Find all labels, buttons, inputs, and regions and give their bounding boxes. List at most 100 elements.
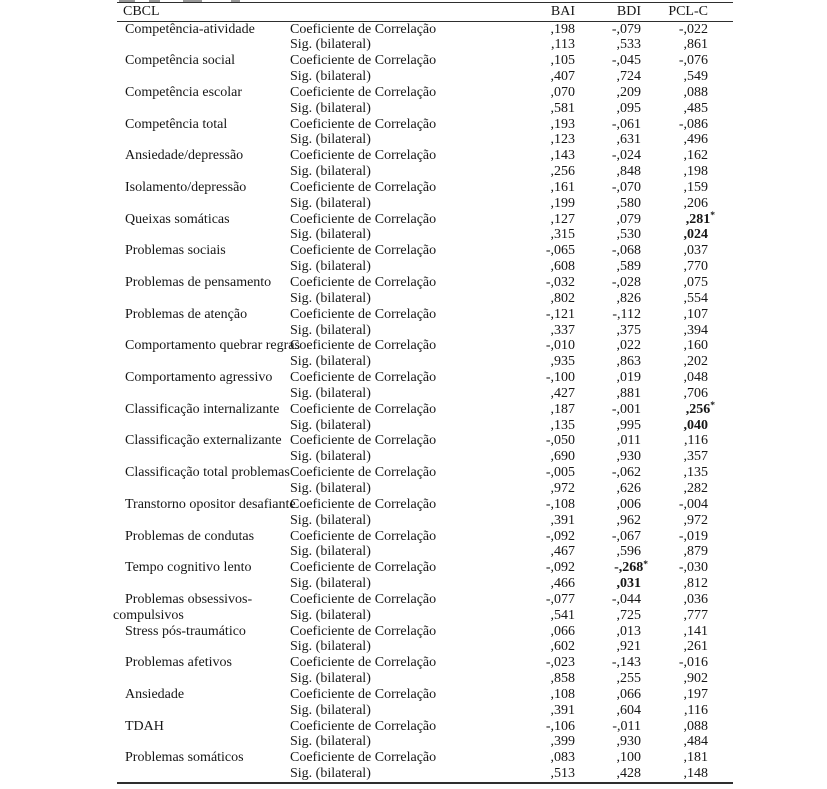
values-pclc: ,281* ,024 (641, 211, 716, 244)
sig-value-bdi: ,428 (616, 766, 642, 782)
sig-value-pclc: ,024 (683, 227, 709, 243)
stat-label-sig: Sig. (bilateral) (290, 766, 371, 782)
stat-label-sig: Sig. (bilateral) (290, 671, 371, 687)
coef-value-bai: -,121 (545, 306, 575, 322)
sig-value-pclc: ,357 (683, 449, 709, 465)
values-bdi: -,062 ,626 (575, 465, 641, 497)
values-bai: ,193 ,123 (465, 117, 576, 149)
coef-value-bdi: ,019 (616, 370, 642, 386)
stat-labels: Coeficiente de Correlação Sig. (bilatera… (290, 592, 465, 624)
sig-value-bai: ,123 (550, 132, 576, 148)
row-right-spacer (708, 180, 733, 212)
values-pclc: ,107 ,394 (641, 307, 709, 339)
scale-label: Competência-atividade (117, 22, 290, 54)
scale-label: Problemas de pensamento (117, 275, 290, 307)
stat-label-coef: Coeficiente de Correlação (290, 116, 437, 132)
coef-value-bdi: -,028 (611, 275, 641, 290)
scale-label-line: Isolamento/depressão (125, 179, 247, 195)
values-bdi: -,061 ,631 (575, 117, 641, 149)
coef-value-bai: ,143 (550, 148, 576, 164)
table-row: Tempo cognitivo lento Coeficiente de Cor… (117, 560, 733, 592)
values-bai: ,066 ,602 (465, 624, 576, 656)
scale-label: Problemas de condutas (117, 529, 290, 561)
coef-value-bdi: -,045 (611, 53, 641, 69)
values-bdi: ,011 ,930 (575, 433, 642, 465)
sig-value-bai: ,113 (551, 37, 575, 53)
sig-value-bai: ,135 (550, 417, 576, 433)
sig-value-pclc: ,485 (683, 100, 709, 116)
coef-value-bai: -,010 (545, 338, 575, 354)
coef-value-pclc: ,036 (683, 591, 709, 607)
values-bdi: ,022 ,863 (575, 338, 642, 370)
stat-labels: Coeficiente de Correlação Sig. (bilatera… (290, 307, 465, 339)
sig-value-bai: ,256 (550, 164, 576, 180)
coef-value-pclc: ,088 (683, 718, 709, 734)
stat-label-sig: Sig. (bilateral) (290, 259, 371, 275)
stat-label-sig: Sig. (bilateral) (290, 480, 371, 496)
significance-star: * (710, 211, 715, 222)
coef-value-bdi: -,068 (611, 243, 641, 259)
row-right-spacer (708, 243, 733, 275)
scale-label: Competência escolar (117, 85, 290, 117)
header-right-spacer (708, 3, 733, 21)
stat-label-coef: Coeficiente de Correlação (290, 496, 437, 512)
values-bai: -,010 ,935 (465, 338, 575, 370)
stat-label-sig: Sig. (bilateral) (290, 639, 371, 655)
sig-value-pclc: ,198 (683, 164, 709, 180)
values-bai: ,161 ,199 (465, 180, 576, 212)
coef-value-bdi: -,062 (611, 465, 641, 481)
coef-value-bai: ,083 (550, 750, 576, 766)
sig-value-bdi: ,725 (616, 607, 642, 623)
coef-value-pclc: ,075 (683, 275, 709, 290)
scale-label: Comportamento quebrar regras (117, 338, 300, 370)
values-bai: -,092 ,467 (465, 529, 575, 561)
values-bai: -,092 ,466 (465, 560, 575, 592)
coef-value-bdi: ,013 (616, 623, 642, 639)
values-bai: ,198 ,113 (465, 22, 576, 54)
header-stat-spacer (290, 3, 465, 21)
stat-label-coef: Coeficiente de Correlação (290, 401, 437, 417)
row-right-spacer (708, 370, 733, 402)
sig-value-pclc: ,706 (683, 385, 709, 401)
sig-value-bai: ,391 (550, 512, 576, 528)
stat-labels: Coeficiente de Correlação Sig. (bilatera… (290, 212, 465, 244)
header-cbcl: CBCL (123, 4, 160, 19)
row-right-spacer (708, 750, 733, 782)
table-row: Competência total Coeficiente de Correla… (117, 117, 733, 149)
values-bai: ,105 ,407 (465, 53, 576, 85)
coef-value-bai: -,092 (545, 560, 575, 576)
values-bdi: ,079 ,530 (575, 212, 642, 244)
sig-value-bdi: ,626 (616, 480, 642, 496)
sig-value-bdi: ,589 (616, 259, 642, 275)
stat-labels: Coeficiente de Correlação Sig. (bilatera… (290, 370, 465, 402)
values-bdi: ,019 ,881 (575, 370, 642, 402)
sig-value-bai: ,541 (550, 607, 576, 623)
sig-value-pclc: ,116 (684, 702, 708, 718)
stat-label-coef: Coeficiente de Correlação (290, 211, 437, 227)
scale-label: Competência social (117, 53, 290, 85)
values-pclc: ,088 ,485 (641, 85, 709, 117)
scale-label: Classificação total problemas (117, 465, 290, 497)
values-bdi: -,024 ,848 (575, 148, 641, 180)
stat-label-sig: Sig. (bilateral) (290, 734, 371, 750)
values-bdi: -,067 ,596 (575, 529, 641, 561)
stat-label-coef: Coeficiente de Correlação (290, 53, 437, 69)
scale-label-line: Problemas sociais (125, 243, 226, 259)
values-pclc: ,048 ,706 (641, 370, 709, 402)
sig-value-bai: ,972 (550, 480, 576, 496)
table-row: Competência social Coeficiente de Correl… (117, 53, 733, 85)
coef-value-pclc: ,037 (683, 243, 709, 259)
sig-value-bdi: ,962 (616, 512, 642, 528)
sig-value-bai: ,858 (550, 671, 576, 687)
stat-labels: Coeficiente de Correlação Sig. (bilatera… (290, 465, 465, 497)
row-right-spacer (708, 433, 733, 465)
table-row: Transtorno opositor desafiante Coeficien… (117, 497, 733, 529)
sig-value-bai: ,602 (550, 639, 576, 655)
coef-value-pclc: ,162 (683, 148, 709, 164)
values-bai: -,005 ,972 (465, 465, 575, 497)
values-bdi: ,006 ,962 (575, 497, 642, 529)
values-bai: -,100 ,427 (465, 370, 575, 402)
significance-star: * (710, 401, 715, 412)
table-row: Classificação internalizante Coeficiente… (117, 401, 733, 434)
significance-star: * (643, 559, 648, 570)
